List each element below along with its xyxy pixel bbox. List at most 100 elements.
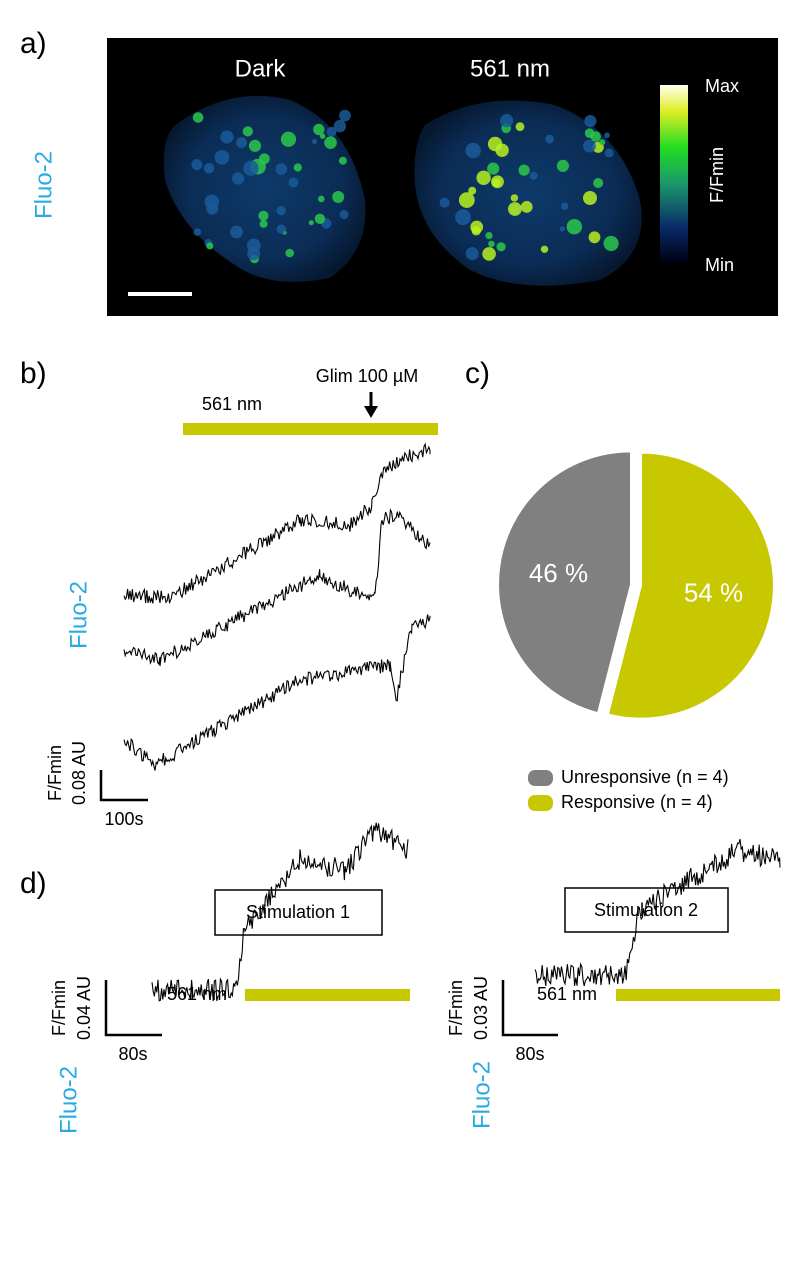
spot — [333, 119, 347, 133]
panel-label: c) — [465, 357, 490, 390]
spot — [230, 225, 243, 239]
spot — [308, 220, 314, 226]
legend-label: Responsive (n = 4) — [561, 792, 713, 812]
spot — [214, 150, 230, 165]
spot — [293, 163, 302, 172]
pie-slice — [497, 450, 633, 715]
spot — [439, 197, 450, 208]
scale-label: 0.03 AU — [471, 976, 491, 1040]
spot — [455, 209, 471, 226]
calcium-spots — [191, 109, 619, 264]
stim-title: Stimulation 1 — [246, 902, 350, 922]
scale-bar — [99, 770, 148, 802]
spot — [583, 139, 596, 153]
spot — [276, 224, 287, 234]
spot — [339, 109, 351, 122]
panel-label: b) — [20, 357, 47, 390]
scale-label: 0.04 AU — [74, 976, 94, 1040]
indicator-label: Fluo-2 — [55, 1066, 82, 1134]
trace — [123, 508, 431, 667]
spot — [246, 238, 261, 253]
spot — [324, 136, 337, 149]
spot — [243, 160, 259, 176]
spot — [280, 131, 297, 147]
spot — [465, 142, 481, 159]
spot — [458, 192, 475, 209]
scale-label: F/Fmin — [446, 980, 466, 1036]
colorbar-label: F/Fmin — [707, 147, 727, 203]
spot — [584, 128, 595, 138]
spot — [288, 177, 299, 188]
image-title: 561 nm — [470, 55, 550, 82]
spot — [482, 247, 496, 261]
light-bar — [616, 989, 780, 1001]
scale-label: 100s — [104, 809, 143, 829]
scale-label: F/Fmin — [49, 980, 69, 1036]
spot — [518, 164, 530, 176]
light-bar — [245, 989, 410, 1001]
value-label: 54 % — [684, 578, 743, 608]
spot — [583, 191, 597, 205]
spot — [604, 132, 610, 139]
spot — [487, 162, 500, 175]
title-box — [214, 889, 383, 936]
colorbar-min: Min — [705, 255, 734, 275]
light-bar — [183, 423, 438, 435]
panel-label: d) — [20, 867, 47, 900]
indicator-label: Fluo-2 — [30, 151, 57, 219]
spot — [508, 202, 522, 216]
spot — [192, 112, 204, 123]
spot — [311, 138, 318, 145]
spot — [258, 210, 269, 221]
spot — [206, 242, 214, 250]
colorbar — [660, 85, 688, 263]
scale-label: 80s — [118, 1044, 147, 1064]
spot — [520, 201, 533, 213]
spot — [496, 242, 506, 252]
title-box — [564, 887, 729, 933]
spot — [510, 194, 519, 202]
spot — [540, 245, 549, 253]
spot — [191, 159, 203, 171]
indicator-label: Fluo-2 — [468, 1061, 495, 1129]
spot — [491, 178, 501, 188]
spot — [206, 202, 219, 215]
spot — [593, 178, 604, 188]
scale-label: 80s — [515, 1044, 544, 1064]
indicator-label: Fluo-2 — [65, 581, 92, 649]
spot — [332, 191, 345, 203]
spot — [500, 114, 514, 128]
spot — [588, 231, 601, 244]
spot — [319, 133, 326, 139]
spot — [468, 186, 477, 195]
spot — [275, 163, 288, 175]
scale-bar — [501, 980, 558, 1037]
spot — [232, 172, 245, 185]
spot — [259, 219, 268, 228]
legend-label: Unresponsive (n = 4) — [561, 767, 729, 787]
drug-label: Glim 100 µM — [316, 366, 418, 386]
spot — [220, 130, 234, 144]
spot — [495, 143, 509, 157]
spot — [485, 232, 493, 240]
trace — [151, 822, 409, 1002]
scale-bar — [128, 292, 192, 296]
spot — [193, 228, 202, 236]
panel-label: a) — [20, 27, 47, 60]
spot — [203, 163, 215, 174]
light-label: 561 nm — [202, 394, 262, 414]
scale-label: 0.08 AU — [69, 741, 89, 805]
spot — [338, 156, 347, 165]
light-label: 561 nm — [537, 984, 597, 1004]
spot — [242, 126, 253, 137]
spot — [566, 219, 582, 235]
spot — [313, 123, 325, 136]
spot — [285, 248, 295, 258]
spot — [276, 206, 286, 216]
spot — [515, 122, 525, 132]
spot — [314, 213, 326, 224]
pie: 54 % 46 % Unresponsive (n = 4) Responsive (… — [497, 450, 775, 812]
legend-swatch — [528, 795, 553, 811]
